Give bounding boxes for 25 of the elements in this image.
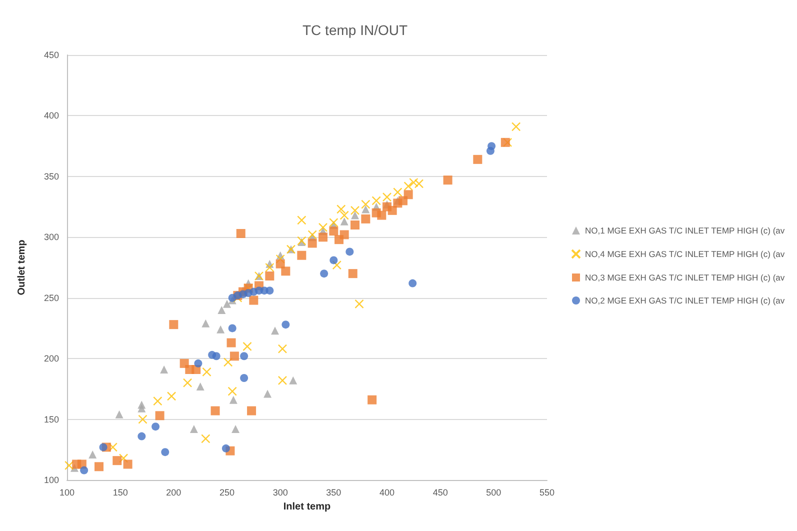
x-tick-label: 500	[486, 488, 502, 498]
y-axis-title: Outlet temp	[16, 240, 28, 296]
x-axis-title: Inlet temp	[283, 502, 331, 512]
x-tick-label: 150	[112, 488, 128, 498]
x-tick-label: 400	[379, 488, 395, 498]
y-tick-label: 350	[44, 171, 59, 182]
legend-label: NO,4 MGE EXH GAS T/C INLET TEMP HIGH (c) (av	[585, 249, 786, 259]
legend-label: NO,1 MGE EXH GAS T/C INLET TEMP HIGH (c) (av	[585, 226, 786, 236]
y-tick-label: 100	[44, 475, 59, 485]
y-tick-label: 250	[44, 292, 59, 303]
y-tick-label: 450	[44, 50, 59, 60]
legend-label: NO,3 MGE EXH GAS T/C INLET TEMP HIGH (c) (av	[585, 272, 786, 282]
x-tick-label: 200	[166, 488, 182, 498]
legend-label: NO,2 MGE EXH GAS T/C INLET TEMP HIGH (c) (av	[585, 296, 786, 306]
x-tick-label: 300	[272, 488, 288, 498]
x-tick-label: 100	[59, 488, 75, 498]
chart-title: TC temp IN/OUT	[302, 22, 408, 38]
y-tick-label: 300	[44, 232, 59, 242]
y-tick-label: 200	[44, 354, 59, 364]
y-tick-label: 150	[44, 414, 59, 424]
x-tick-label: 250	[219, 488, 235, 498]
x-tick-label: 450	[432, 488, 448, 498]
y-tick-label: 400	[44, 110, 59, 121]
x-tick-label: 550	[539, 488, 555, 498]
x-tick-label: 350	[326, 488, 342, 498]
